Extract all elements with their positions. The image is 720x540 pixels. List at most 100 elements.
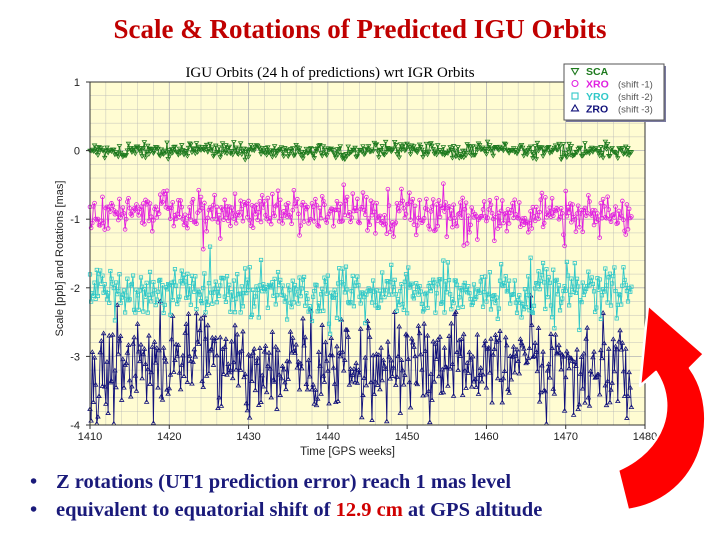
data-point <box>198 148 204 153</box>
data-point <box>461 243 467 248</box>
data-point <box>249 203 255 208</box>
data-point <box>135 348 142 354</box>
data-point <box>626 369 632 375</box>
data-point <box>521 345 527 351</box>
data-point <box>599 355 605 361</box>
data-point <box>466 349 473 355</box>
data-point <box>350 273 355 278</box>
data-point <box>469 205 474 210</box>
data-point <box>175 301 180 307</box>
data-point <box>582 399 588 405</box>
slide-title: Scale & Rotations of Predicted IGU Orbit… <box>113 14 607 44</box>
data-point <box>529 309 534 315</box>
data-point <box>544 145 551 151</box>
data-point <box>169 280 174 285</box>
data-point <box>243 150 250 155</box>
data-point <box>620 198 625 204</box>
data-point <box>151 338 158 344</box>
data-point <box>376 155 382 160</box>
data-point <box>496 337 502 343</box>
data-point <box>622 345 629 351</box>
data-point <box>569 219 574 225</box>
data-point <box>200 147 207 153</box>
data-point <box>236 292 241 297</box>
data-point <box>304 151 311 156</box>
data-point <box>480 207 486 212</box>
data-point <box>109 276 114 281</box>
data-point <box>434 202 439 207</box>
data-point <box>507 353 514 359</box>
data-point <box>601 145 608 151</box>
data-point <box>366 216 371 221</box>
data-point <box>539 362 545 368</box>
data-point <box>557 214 563 220</box>
data-point <box>347 366 354 371</box>
data-point <box>101 383 108 389</box>
data-point <box>151 149 158 155</box>
data-point <box>329 290 334 295</box>
data-point <box>218 151 225 157</box>
data-point <box>163 150 169 156</box>
data-point <box>529 226 535 231</box>
data-point <box>153 303 158 308</box>
data-point <box>268 221 274 227</box>
data-point <box>243 266 248 271</box>
data-point <box>389 262 394 267</box>
data-point <box>605 194 610 200</box>
data-point <box>427 226 433 232</box>
data-point <box>449 155 456 161</box>
data-point <box>502 280 507 285</box>
data-point <box>451 202 456 208</box>
data-point <box>472 376 478 381</box>
data-point <box>234 212 240 218</box>
data-point <box>202 335 209 341</box>
data-point <box>579 300 584 305</box>
data-point <box>598 145 604 150</box>
data-point <box>405 201 411 207</box>
data-point <box>372 378 379 384</box>
data-point <box>507 278 512 283</box>
y-tick-label: -3 <box>70 351 80 363</box>
data-point <box>200 246 206 252</box>
data-point <box>280 366 287 372</box>
data-point <box>375 305 380 310</box>
data-point <box>410 196 416 202</box>
data-point <box>147 269 153 274</box>
data-point <box>184 154 191 159</box>
data-point <box>381 222 386 228</box>
data-point <box>526 274 531 279</box>
data-point <box>127 297 132 302</box>
data-point <box>391 234 396 239</box>
data-point <box>252 304 257 309</box>
data-point <box>613 288 618 294</box>
data-point <box>309 386 315 392</box>
data-point <box>227 282 232 287</box>
legend-shift-label: (shift -3) <box>618 105 653 116</box>
data-point <box>513 300 518 305</box>
data-point <box>377 386 383 392</box>
data-point <box>413 232 419 238</box>
data-point <box>534 368 541 374</box>
data-point <box>462 148 468 154</box>
data-point <box>456 305 461 310</box>
data-point <box>237 212 242 218</box>
data-point <box>136 212 141 218</box>
data-point <box>581 350 587 356</box>
data-point <box>289 146 296 152</box>
data-point <box>118 397 125 402</box>
data-point <box>409 199 414 205</box>
data-point <box>265 305 270 310</box>
data-point <box>586 402 593 408</box>
data-point <box>140 284 145 289</box>
data-point <box>279 292 284 297</box>
data-point <box>276 371 282 377</box>
data-point <box>564 348 570 354</box>
data-point <box>532 144 538 149</box>
data-point <box>422 206 428 211</box>
data-point <box>487 270 492 275</box>
data-point <box>522 350 528 356</box>
data-point <box>425 149 432 155</box>
data-point <box>133 310 138 315</box>
data-point <box>514 215 520 220</box>
data-point <box>352 145 358 151</box>
